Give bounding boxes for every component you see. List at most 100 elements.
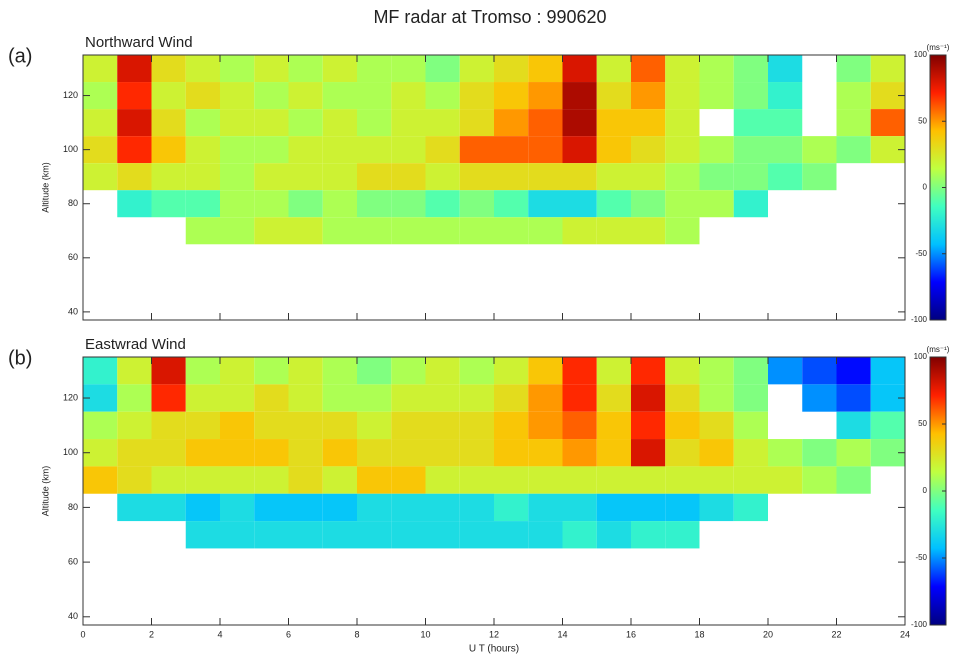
heat-cell [83,109,118,137]
heat-cell [494,217,529,245]
x-tick-label: 10 [420,629,430,639]
heat-cell [185,163,220,191]
heat-cell [459,82,494,110]
heat-cell [733,493,768,522]
y-tick-label: 100 [63,447,78,457]
heat-cell [425,466,460,494]
colorbar-tick-label: 50 [918,116,927,125]
heat-cell [733,163,768,191]
heat-cell [870,357,905,385]
heat-cell [254,109,289,137]
heat-cell [185,55,220,83]
heat-cell [288,82,323,110]
heat-cell [802,357,837,385]
heat-cell [562,82,597,110]
heat-cell [494,163,529,191]
heat-cell [288,55,323,83]
heat-cell [733,136,768,164]
heat-cell [699,190,734,218]
heat-cell [254,82,289,110]
heat-cell [596,411,631,440]
heat-cell [665,439,700,467]
heat-cell [254,384,289,412]
heat-cell [733,55,768,83]
panel-title: Northward Wind [85,34,193,51]
heat-cell [288,466,323,494]
heat-cell [665,384,700,412]
heat-cell [631,163,666,191]
heat-cell [254,136,289,164]
heat-cell [322,136,357,164]
panel-title: Eastwrad Wind [85,336,186,353]
heat-cell [425,411,460,440]
heat-cell [459,190,494,218]
heat-cell [425,357,460,385]
heat-cell [117,411,152,440]
heat-cell [459,136,494,164]
heat-cell [185,217,220,245]
heat-cell [459,439,494,467]
y-tick-label: 120 [63,90,78,100]
heat-cell [631,493,666,522]
x-tick-label: 8 [354,629,359,639]
heat-cell [83,466,118,494]
heat-cell [596,439,631,467]
heat-cell [802,163,837,191]
heat-cell [528,521,563,549]
heat-cell [768,163,803,191]
heat-cell [391,190,426,218]
heat-cell [425,55,460,83]
panel-label: (a) [8,45,32,67]
heat-cell [596,163,631,191]
heat-cell [425,82,460,110]
y-tick-label: 100 [63,144,78,154]
heat-cell [151,109,186,137]
heat-cell [185,384,220,412]
heat-cell [391,82,426,110]
heat-cell [699,439,734,467]
heat-cell [185,190,220,218]
colorbar-tick-label: 100 [914,50,928,59]
heat-cell [562,109,597,137]
heat-cell [836,82,871,110]
x-tick-label: 24 [900,629,910,639]
heat-cell [151,82,186,110]
heat-cell [117,190,152,218]
heat-cell [494,466,529,494]
heat-cell [528,217,563,245]
heat-cell [254,163,289,191]
heat-cell [699,163,734,191]
heat-cell [665,357,700,385]
heat-cell [494,55,529,83]
heat-cell [220,384,255,412]
heat-cell [185,521,220,549]
heat-cell [562,493,597,522]
heat-cell [733,357,768,385]
heat-cell [220,109,255,137]
heat-cell [870,411,905,440]
heat-cell [391,439,426,467]
heat-cell [562,163,597,191]
heat-cell [836,466,871,494]
heat-cell [631,55,666,83]
heat-cell [870,109,905,137]
heat-cell [322,357,357,385]
heat-cell [357,55,392,83]
heat-cell [665,493,700,522]
heat-cell [596,521,631,549]
heat-cell [322,217,357,245]
heat-cell [562,439,597,467]
heat-cell [836,439,871,467]
heat-cell [322,466,357,494]
heat-cell [185,82,220,110]
heat-cell [768,82,803,110]
heat-cell [254,55,289,83]
heat-cell [425,521,460,549]
heat-cell [151,357,186,385]
heat-cell [254,439,289,467]
x-tick-label: 2 [149,629,154,639]
heat-cell [117,163,152,191]
heat-cell [288,190,323,218]
heat-cell [459,357,494,385]
heat-cell [425,136,460,164]
